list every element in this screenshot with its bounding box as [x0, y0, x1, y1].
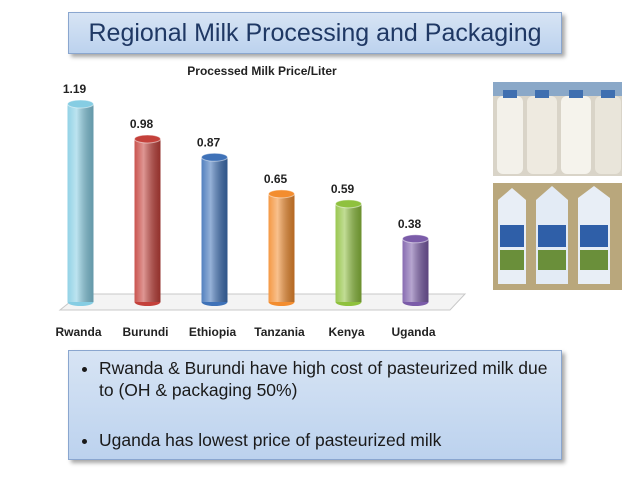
x-tick-label: Tanzania [254, 325, 305, 339]
bar-top [268, 189, 295, 199]
bar-shade [335, 203, 362, 302]
bullet: Uganda has lowest price of pasteurized m… [99, 429, 553, 451]
bar-shade [268, 193, 295, 302]
chart: Processed Milk Price/Liter 1.19 Rwanda 0.9… [55, 64, 622, 339]
data-label: 0.65 [264, 172, 288, 186]
x-tick-label: Kenya [328, 325, 364, 339]
carton-photo [493, 183, 622, 290]
bar-top [134, 134, 161, 144]
data-label: 0.38 [398, 217, 422, 231]
x-tick-label: Burundi [123, 325, 169, 339]
bar-top [67, 99, 94, 109]
bullet-box: Rwanda & Burundi have high cost of paste… [68, 350, 562, 460]
data-label: 0.59 [331, 182, 355, 196]
x-tick-label: Uganda [391, 325, 435, 339]
bullet: Rwanda & Burundi have high cost of paste… [99, 357, 553, 401]
bar-top [402, 234, 429, 244]
milk-photo [493, 82, 622, 176]
slide-title: Regional Milk Processing and Packaging [68, 12, 562, 54]
bar-top [335, 199, 362, 209]
data-label: 1.19 [63, 82, 87, 96]
x-tick-label: Ethiopia [189, 325, 237, 339]
data-label: 0.98 [130, 117, 154, 131]
bar-shade [67, 104, 94, 302]
x-tick-label: Rwanda [55, 325, 101, 339]
chart-title: Processed Milk Price/Liter [187, 64, 337, 78]
bar-top [201, 152, 228, 162]
bar-shade [201, 157, 228, 302]
data-label: 0.87 [197, 135, 221, 149]
bar-shade [402, 238, 429, 302]
bar-shade [134, 138, 161, 302]
bullet-list: Rwanda & Burundi have high cost of paste… [69, 351, 561, 451]
